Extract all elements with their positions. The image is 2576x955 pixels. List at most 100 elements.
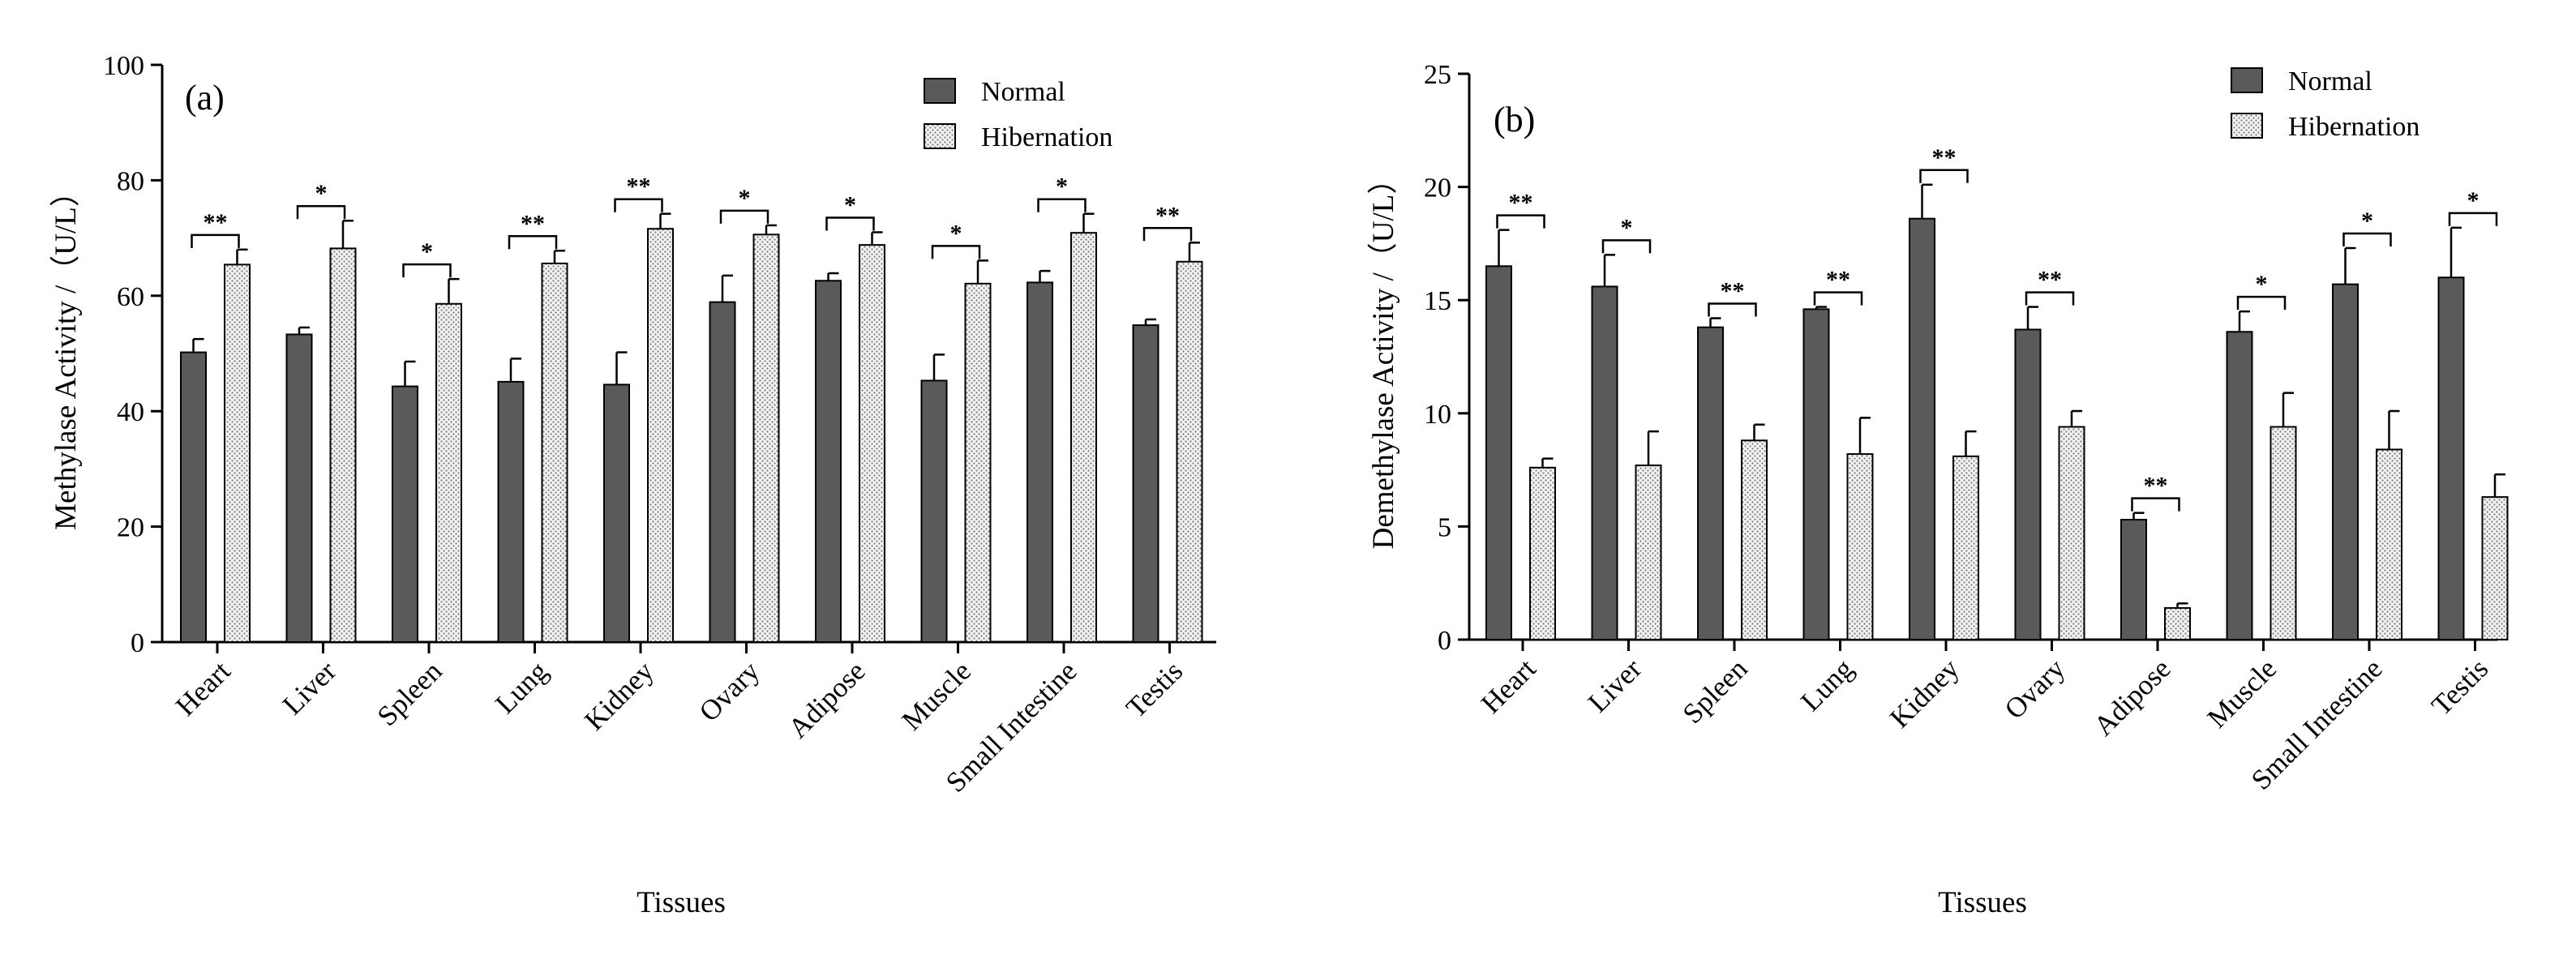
panel-b-significance-bracket (1601, 239, 1652, 254)
panel-a-legend-label-normal: Normal (981, 77, 1065, 107)
panel-a-label: (a) (185, 78, 225, 118)
panel-a-significance-label: ** (1155, 202, 1180, 229)
panel-b-x-axis-title: Tissues (1938, 886, 2027, 919)
panel-b-legend-label-hibernation: Hibernation (2288, 112, 2420, 142)
panel-b-bar-hibernation (1635, 465, 1662, 640)
panel-a-bar-normal (285, 333, 313, 643)
panel-a-x-tick-label: Ovary (693, 655, 766, 728)
panel-a-legend-label-hibernation: Hibernation (981, 122, 1112, 152)
panel-b-significance-label: ** (2144, 473, 2168, 499)
panel-b-bar-normal (1909, 217, 1935, 640)
panel-b-legend-swatch-hibernation (2231, 113, 2263, 139)
panel-a-significance-bracket (296, 204, 346, 220)
panel-b-x-tick-label: Heart (1475, 653, 1542, 720)
panel-a-y-tick-label: 80 (117, 166, 144, 196)
panel-b-significance-label: ** (1932, 144, 1957, 171)
panel-a-y-tick-label: 0 (131, 628, 144, 658)
panel-b-bar-normal (1697, 326, 1724, 640)
panel-a-x-axis-title: Tissues (636, 886, 726, 919)
panel-b-bar-normal (2226, 331, 2253, 640)
panel-a-significance-bracket (825, 216, 875, 231)
panel-a-x-tick-label: Kidney (578, 655, 660, 737)
panel-b-legend: Normal Hibernation (2231, 66, 2420, 142)
panel-a-significance-label: ** (627, 173, 651, 200)
panel-a-legend-swatch-normal (924, 78, 956, 104)
panel-b-bar-hibernation (1529, 466, 1556, 640)
panel-a-bar-hibernation (435, 302, 462, 643)
panel-a-legend: Normal Hibernation (924, 77, 1112, 152)
panel-a-x-tick-label: Lung (489, 655, 554, 720)
panel-a-y-tick-label: 100 (103, 51, 144, 81)
panel-b-y-tick-label: 25 (1424, 60, 1451, 90)
panel-b-significance-bracket (1813, 291, 1863, 306)
panel-a-significance-label: ** (521, 210, 545, 237)
panel-a-bar-normal (497, 380, 525, 643)
panel-b-bar-hibernation (2376, 448, 2402, 640)
panel-a-significance-bracket (402, 263, 452, 278)
panel-b-significance-label: * (1621, 214, 1633, 241)
panel-b-bar-hibernation (2164, 606, 2191, 640)
panel-a-bar-hibernation (964, 282, 992, 643)
panel-a-significance-bracket (1037, 198, 1087, 212)
panel-a-bar-hibernation (1176, 260, 1203, 643)
panel-a-bar-normal (603, 383, 630, 643)
panel-a-significance-label: * (1056, 173, 1068, 200)
panel-b-bar-normal (1802, 308, 1830, 640)
panel-a-bar-normal (180, 351, 207, 643)
panel-a-significance-bracket (1142, 227, 1193, 242)
panel-a-significance-label: * (950, 220, 962, 246)
panel-b-significance-label: * (2467, 187, 2480, 214)
panel-a-bar-normal (815, 280, 842, 643)
panel-b-bar-normal (2014, 328, 2042, 640)
panel-b-bar-normal (1485, 265, 1512, 640)
panel-b-legend-swatch-normal (2231, 67, 2263, 93)
panel-b-bar-hibernation (1846, 453, 1874, 641)
panel-a-bar-hibernation (859, 244, 885, 643)
panel-a-significance-label: * (315, 180, 328, 207)
panel-a-bar-hibernation (752, 233, 780, 643)
panel-b-bar-hibernation (1952, 455, 1979, 641)
panel-a-bar-hibernation (329, 247, 357, 643)
panel-a-significance-bracket (931, 245, 981, 259)
panel-a-x-tick-label: Spleen (371, 655, 448, 732)
panel-a-y-tick-label: 20 (117, 513, 144, 543)
panel-a-x-tick-label: Testis (1120, 655, 1189, 724)
panel-b-x-tick-label: Muscle (2201, 653, 2282, 734)
panel-b-x-tick-label: Liver (1582, 653, 1648, 718)
panel-a-bar-normal (709, 301, 736, 643)
panel-a-bar-normal (1132, 324, 1159, 643)
panel-b-significance-label: ** (1721, 278, 1745, 305)
panel-b-bar-hibernation (2058, 426, 2085, 640)
panel-b-significance-bracket (1919, 169, 1969, 183)
panel-a-x-tick-label: Liver (276, 655, 342, 721)
panel-b-significance-label: ** (2038, 267, 2062, 293)
panel-a-significance-label: ** (204, 209, 228, 236)
panel-b-significance-bracket (2448, 212, 2498, 226)
panel-b-chart: (b) Demethylase Activity /（U/L） Tissues … (1367, 60, 2509, 919)
panel-b-bar-hibernation (2481, 496, 2509, 640)
panel-b-x-tick-label: Ovary (1999, 653, 2072, 726)
panel-a-x-tick-label: Muscle (896, 655, 977, 736)
panel-a-bar-hibernation (647, 228, 674, 643)
panel-a-bar-hibernation (541, 262, 568, 643)
panel-b-y-tick-label: 20 (1424, 173, 1451, 203)
panel-b-significance-label: ** (1826, 267, 1850, 293)
panel-b-y-tick-label: 0 (1438, 626, 1451, 656)
panel-b-bar-normal (2437, 276, 2465, 640)
panel-b-y-tick-label: 15 (1424, 286, 1451, 316)
panel-b-significance-bracket (2236, 295, 2287, 310)
panel-b-significance-bracket (2025, 291, 2075, 306)
panel-b-bar-normal (2120, 519, 2147, 640)
panel-b-significance-bracket (2342, 232, 2392, 246)
panel-b-bar-normal (2332, 283, 2359, 640)
panel-b-y-tick-label: 10 (1424, 400, 1451, 430)
panel-a-significance-bracket (508, 235, 558, 250)
panel-a-y-tick-label: 40 (117, 397, 144, 427)
panel-a-bar-normal (920, 379, 948, 643)
panel-b-x-tick-label: Lung (1794, 653, 1859, 717)
panel-a-significance-label: * (844, 191, 856, 218)
panel-b-x-tick-label: Adipose (2088, 653, 2177, 742)
panel-b-x-tick-label: Kidney (1884, 653, 1965, 734)
